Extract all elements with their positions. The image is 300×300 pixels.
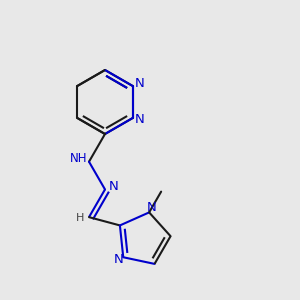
Text: N: N bbox=[135, 113, 145, 127]
Text: N: N bbox=[113, 253, 123, 266]
Text: N: N bbox=[146, 201, 156, 214]
Text: N: N bbox=[109, 180, 119, 193]
Text: NH: NH bbox=[70, 152, 88, 165]
Text: H: H bbox=[76, 213, 84, 223]
Text: N: N bbox=[135, 77, 145, 91]
